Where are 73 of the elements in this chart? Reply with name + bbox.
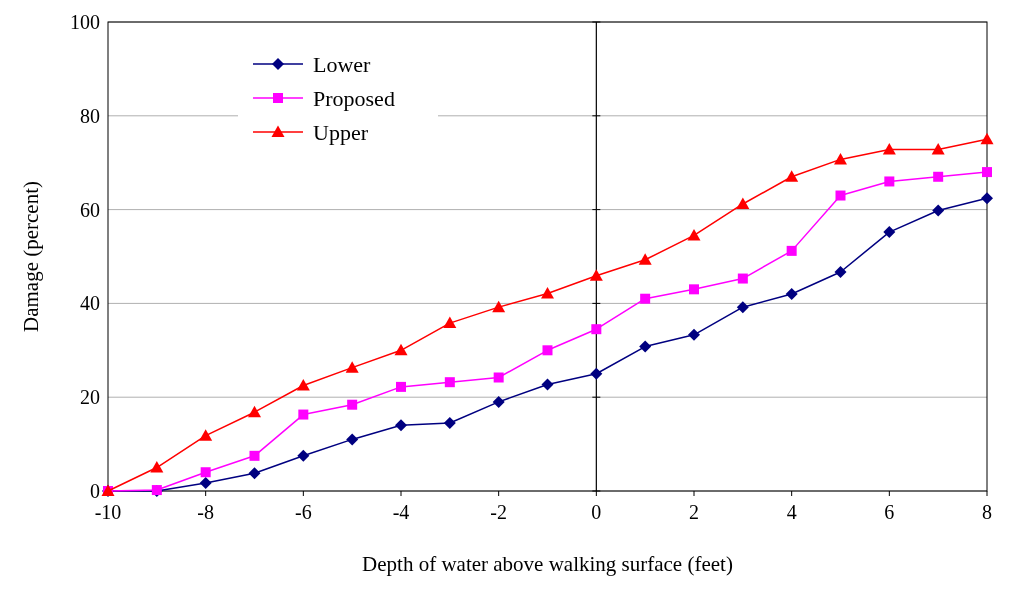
point	[931, 143, 945, 155]
y-tick-label: 40	[80, 292, 100, 315]
point	[248, 467, 261, 480]
x-tick-label: -8	[197, 501, 214, 523]
point	[785, 170, 799, 182]
point	[932, 204, 945, 217]
x-tick-label: 8	[982, 501, 992, 523]
point	[689, 284, 699, 295]
point	[394, 343, 408, 356]
point	[980, 132, 994, 145]
x-tick-label: 2	[689, 501, 699, 523]
point	[981, 192, 993, 205]
point	[297, 449, 310, 462]
point	[395, 419, 407, 432]
y-tick-label: 0	[90, 480, 100, 502]
point	[444, 377, 455, 388]
point	[296, 378, 310, 391]
point	[639, 340, 652, 353]
x-tick-label: -2	[490, 501, 507, 523]
x-tick-label: -4	[392, 501, 410, 523]
point	[542, 345, 553, 356]
point	[396, 381, 406, 392]
point	[835, 190, 846, 201]
x-axis-title: Depth of water above walking surface (feet)	[362, 552, 733, 576]
y-tick-label: 100	[70, 11, 100, 33]
x-tick-label: -6	[295, 501, 312, 523]
point	[736, 301, 749, 314]
x-tick-label: 0	[591, 501, 602, 523]
point	[590, 367, 603, 380]
point	[638, 253, 652, 265]
point	[736, 197, 750, 209]
point	[688, 328, 700, 341]
point	[345, 361, 359, 373]
point	[982, 167, 992, 178]
point	[492, 395, 505, 408]
point	[834, 152, 847, 165]
x-tick-label: -10	[94, 501, 122, 523]
point	[347, 399, 358, 410]
legend-label: Upper	[313, 119, 369, 145]
point	[492, 300, 506, 313]
point	[150, 461, 164, 473]
point	[834, 265, 847, 278]
point	[249, 450, 260, 461]
legend-label: Lower	[313, 51, 372, 77]
point	[640, 293, 651, 304]
point	[200, 467, 211, 478]
point	[884, 176, 895, 187]
y-tick-label: 20	[80, 386, 100, 409]
point	[541, 378, 554, 391]
y-tick-label: 60	[80, 198, 100, 221]
point	[248, 405, 261, 418]
point	[493, 372, 504, 383]
point	[589, 269, 603, 281]
point	[785, 288, 798, 301]
point	[591, 324, 602, 335]
point	[882, 143, 896, 155]
point	[687, 228, 701, 241]
point	[933, 171, 944, 182]
point	[199, 477, 212, 490]
legend-label: Proposed	[313, 85, 395, 111]
point	[346, 433, 359, 446]
x-tick-label: 4	[786, 501, 797, 523]
y-tick-label: 80	[80, 104, 100, 127]
y-axis-title: Damage (percent)	[19, 181, 43, 332]
point	[298, 409, 309, 420]
point	[883, 226, 896, 239]
point	[541, 287, 554, 299]
point	[443, 416, 456, 429]
point	[786, 245, 797, 256]
x-tick-label: 6	[884, 501, 895, 523]
point	[199, 429, 213, 441]
point	[443, 316, 457, 329]
point	[737, 273, 748, 284]
